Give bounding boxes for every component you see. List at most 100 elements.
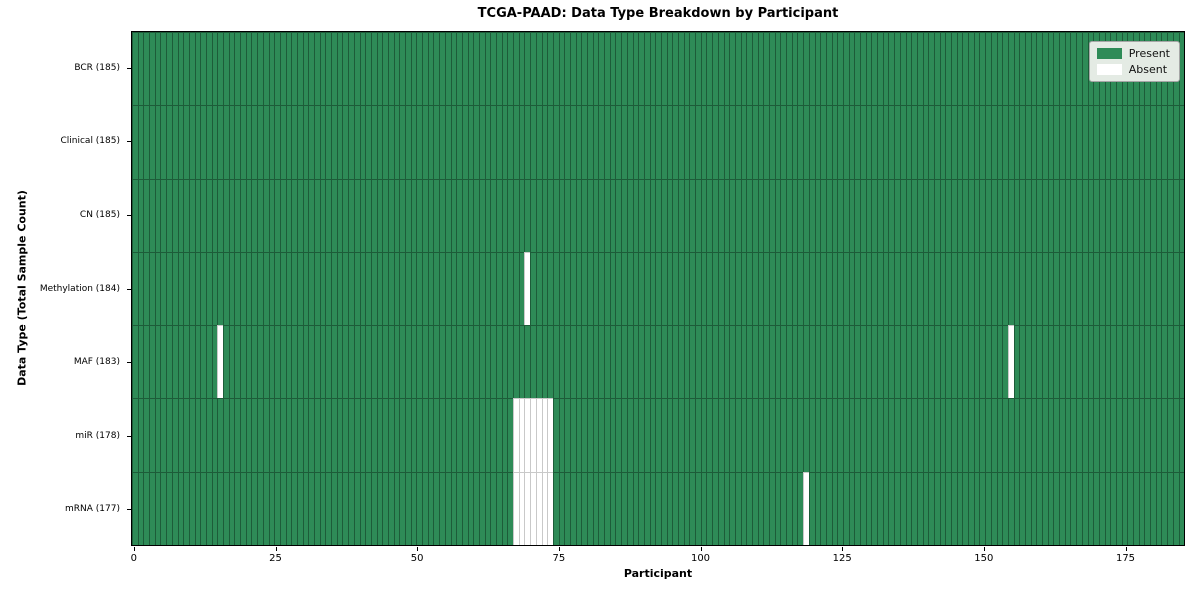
heatmap-cell-present <box>262 178 269 252</box>
heatmap-cell-present <box>928 105 934 179</box>
heatmap-cell-present <box>177 178 184 252</box>
heatmap-cell-present <box>683 325 690 399</box>
heatmap-cell-present <box>695 32 701 106</box>
heatmap-cell-present <box>171 105 178 179</box>
heatmap-cell-present <box>848 398 855 472</box>
heatmap-cell-present <box>1155 105 1162 179</box>
heatmap-cell-present <box>746 471 752 545</box>
heatmap-cell-present <box>990 398 997 472</box>
heatmap-cell-present <box>871 398 878 472</box>
heatmap-cell-present <box>535 325 542 399</box>
heatmap-cell-present <box>484 105 491 179</box>
heatmap-grid <box>132 32 1185 545</box>
heatmap-cell-present <box>1019 398 1025 472</box>
heatmap-cell-present <box>1059 471 1065 545</box>
heatmap-cell-present <box>683 471 690 545</box>
heatmap-cell-present <box>450 471 457 545</box>
heatmap-cell-present <box>894 398 900 472</box>
heatmap-cell-present <box>996 398 1003 472</box>
heatmap-cell-present <box>507 178 514 252</box>
heatmap-cell-present <box>609 251 616 326</box>
heatmap-cell-present <box>575 251 582 326</box>
heatmap-cell-present <box>888 105 895 179</box>
heatmap-cell-present <box>393 251 400 326</box>
heatmap-cell-present <box>211 251 218 326</box>
heatmap-cell-present <box>814 325 821 399</box>
heatmap-cell-present <box>621 178 627 252</box>
heatmap-cell-present <box>695 178 701 252</box>
heatmap-cell-present <box>877 398 883 472</box>
heatmap-cell-present <box>899 398 906 472</box>
heatmap-cell-present <box>530 178 536 252</box>
heatmap-cell-present <box>672 178 678 252</box>
heatmap-cell-present <box>1167 178 1173 252</box>
heatmap-cell-present <box>564 325 570 399</box>
heatmap-cell-present <box>558 32 565 106</box>
heatmap-cell-present <box>473 105 479 179</box>
heatmap-cell-present <box>660 325 667 399</box>
heatmap-cell-present <box>672 325 678 399</box>
heatmap-cell-absent <box>530 471 536 545</box>
heatmap-cell-present <box>1081 325 1088 399</box>
heatmap-cell-present <box>604 471 610 545</box>
heatmap-cell-present <box>990 105 997 179</box>
heatmap-cell-present <box>1167 325 1173 399</box>
heatmap-cell-present <box>188 471 195 545</box>
heatmap-cell-present <box>365 325 371 399</box>
heatmap-cell-present <box>1081 105 1088 179</box>
heatmap-cell-present <box>1019 178 1025 252</box>
heatmap-cell-present <box>399 105 405 179</box>
heatmap-row <box>132 32 1185 106</box>
heatmap-cell-present <box>1076 325 1082 399</box>
heatmap-cell-absent <box>1007 325 1014 399</box>
heatmap-cell-present <box>882 251 889 326</box>
heatmap-cell-present <box>342 105 349 179</box>
heatmap-cell-present <box>1098 178 1105 252</box>
x-tick-mark <box>842 547 844 551</box>
heatmap-cell-present <box>1110 105 1116 179</box>
heatmap-cell-present <box>769 398 775 472</box>
heatmap-cell-present <box>496 325 502 399</box>
heatmap-cell-present <box>985 471 991 545</box>
heatmap-cell-present <box>473 32 479 106</box>
heatmap-cell-present <box>211 398 218 472</box>
heatmap-cell-present <box>308 398 314 472</box>
heatmap-cell-present <box>769 251 775 326</box>
heatmap-cell-present <box>518 32 525 106</box>
heatmap-cell-present <box>558 398 565 472</box>
heatmap-cell-present <box>387 32 394 106</box>
heatmap-cell-present <box>359 105 366 179</box>
heatmap-cell-present <box>763 178 769 252</box>
heatmap-cell-present <box>831 471 838 545</box>
heatmap-cell-present <box>382 325 388 399</box>
heatmap-cell-present <box>899 471 906 545</box>
heatmap-cell-present <box>1002 471 1008 545</box>
heatmap-cell-present <box>609 398 616 472</box>
heatmap-cell-present <box>797 398 804 472</box>
heatmap-cell-present <box>746 32 752 106</box>
heatmap-cell-present <box>405 105 411 179</box>
heatmap-cell-present <box>632 251 639 326</box>
heatmap-cell-present <box>188 32 195 106</box>
heatmap-cell-present <box>285 325 292 399</box>
heatmap-cell-present <box>825 325 832 399</box>
heatmap-cell-present <box>444 398 451 472</box>
heatmap-cell-present <box>530 325 536 399</box>
heatmap-cell-present <box>700 471 707 545</box>
heatmap-cell-present <box>621 32 627 106</box>
heatmap-cell-present <box>689 178 696 252</box>
heatmap-cell-present <box>871 178 878 252</box>
heatmap-cell-present <box>251 178 258 252</box>
heatmap-cell-present <box>279 32 286 106</box>
heatmap-cell-present <box>1081 398 1088 472</box>
heatmap-cell-present <box>1047 105 1054 179</box>
heatmap-cell-present <box>490 471 496 545</box>
heatmap-cell-present <box>1036 398 1042 472</box>
heatmap-cell-present <box>154 105 161 179</box>
heatmap-cell-present <box>803 178 809 252</box>
heatmap-cell-present <box>433 105 440 179</box>
heatmap-cell-present <box>331 178 337 252</box>
heatmap-cell-present <box>803 251 809 326</box>
heatmap-cell-present <box>518 105 525 179</box>
heatmap-cell-present <box>257 178 263 252</box>
